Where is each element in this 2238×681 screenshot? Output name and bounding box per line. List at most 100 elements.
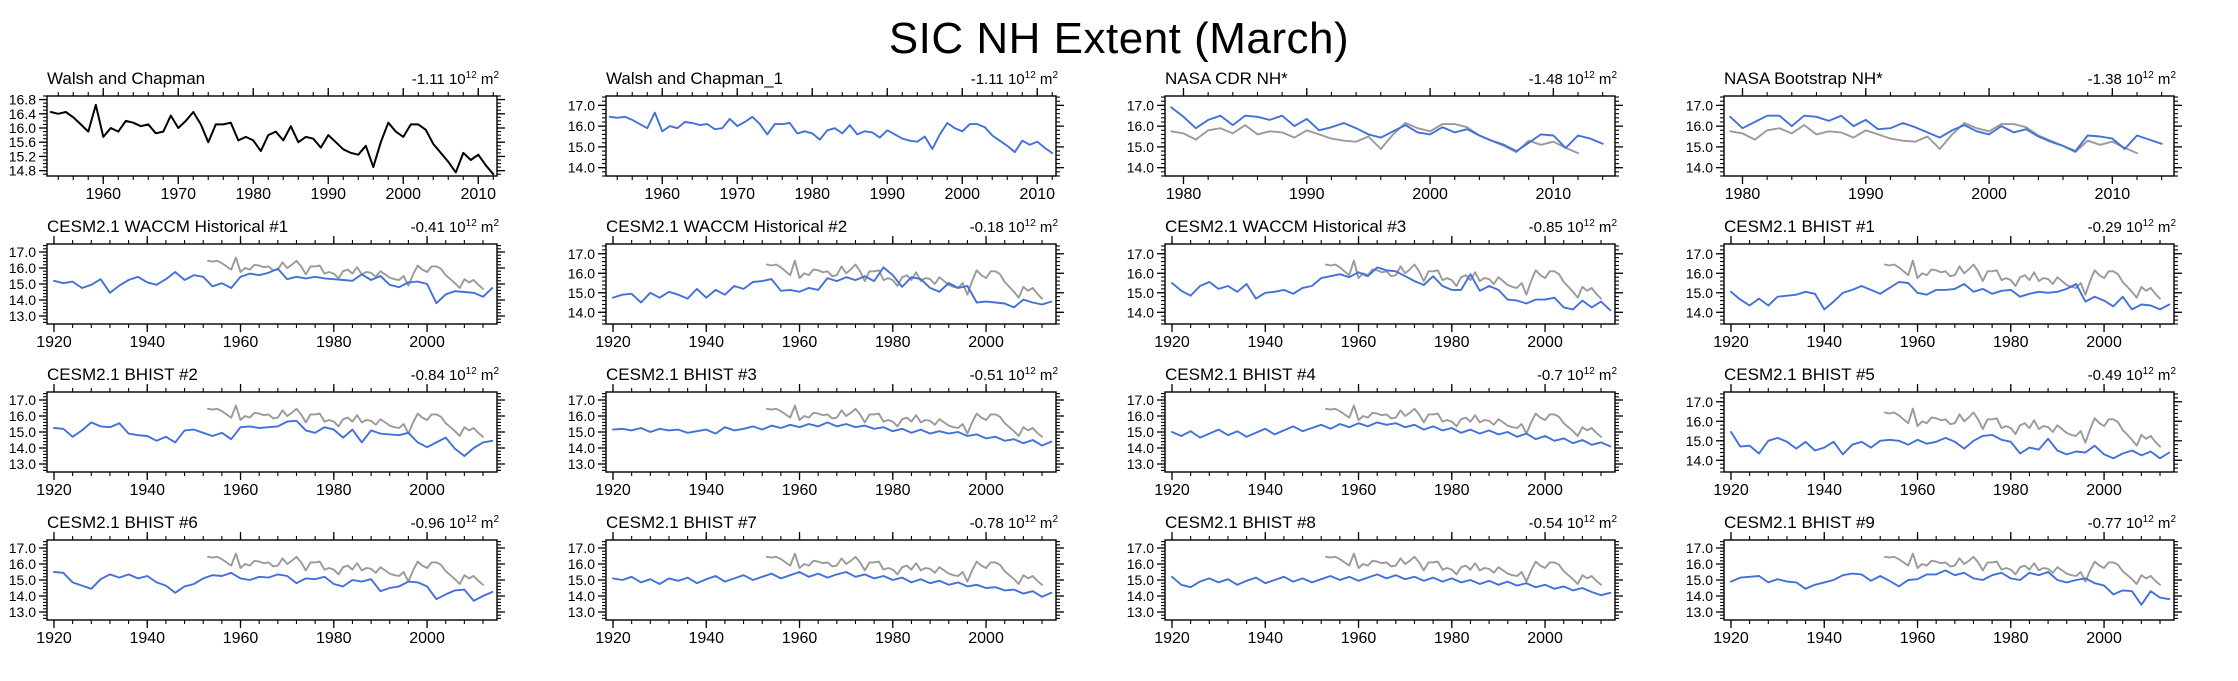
x-tick-label: 2000 (409, 630, 445, 647)
trend-annotation: -0.49 1012 m2 (2087, 366, 2176, 384)
series-line (612, 421, 1053, 447)
y-tick-label: 17.0 (568, 392, 595, 408)
chart-title: CESM2.1 BHIST #3 (606, 365, 757, 384)
chart-panel: CESM2.1 BHIST #7 -0.78 1012 m2 1920 1940 196… (559, 510, 1118, 658)
series-line (1730, 569, 2171, 606)
chart-title: CESM2.1 BHIST #4 (1165, 365, 1316, 384)
y-tick-label: 17.0 (1686, 246, 1713, 262)
x-tick-label: 2000 (1412, 186, 1448, 203)
series-line (612, 571, 1053, 598)
series-line (53, 571, 494, 602)
x-tick-label: 2000 (2086, 630, 2122, 647)
y-tick-label: 15.0 (568, 139, 595, 155)
y-tick-label: 17.0 (9, 244, 36, 260)
series-line (1170, 106, 1604, 153)
y-tick-label: 14.0 (568, 304, 595, 320)
y-tick-label: 13.0 (9, 308, 36, 324)
y-tick-label: 13.0 (9, 604, 36, 620)
x-tick-label: 1980 (1434, 482, 1470, 499)
y-tick-label: 14.0 (1127, 440, 1154, 456)
trend-annotation: -0.96 1012 m2 (410, 514, 499, 532)
series-line (53, 419, 494, 457)
y-tick-label: 17.0 (568, 97, 595, 113)
y-tick-label: 15.0 (1686, 285, 1713, 301)
obs-overlay-line (206, 256, 484, 290)
x-tick-label: 1980 (1725, 186, 1761, 203)
y-tick-label: 14.8 (9, 163, 36, 179)
x-tick-label: 2000 (968, 334, 1004, 351)
chart-canvas: 1960 1970 1980 1990 2000 2010 14.815.215.616.0… (9, 88, 505, 203)
x-tick-label: 2000 (409, 482, 445, 499)
x-tick-label: 1980 (875, 630, 911, 647)
y-tick-label: 14.0 (1127, 160, 1154, 176)
chart-panel: CESM2.1 BHIST #8 -0.54 1012 m2 1920 1940 196… (1118, 510, 1677, 658)
chart-canvas: 1920 1940 1960 1980 2000 14.0 15.0 16.0 17.0 (1127, 236, 1623, 351)
y-tick-label: 16.0 (568, 265, 595, 281)
chart-canvas: 1920 1940 1960 1980 2000 13.014.015.016.017.0 (568, 532, 1064, 647)
chart-canvas: 1920 1940 1960 1980 2000 14.0 15.0 16.0 17.0 (1686, 236, 2182, 351)
x-tick-label: 1960 (782, 630, 818, 647)
x-tick-label: 2010 (2095, 186, 2131, 203)
y-tick-label: 14.0 (9, 588, 36, 604)
y-tick-label: 14.0 (1686, 588, 1713, 604)
x-tick-label: 1920 (1713, 482, 1749, 499)
chart-canvas: 1920 1940 1960 1980 2000 14.0 15.0 16.0 17.0 (568, 236, 1064, 351)
y-tick-label: 15.0 (1127, 139, 1154, 155)
y-tick-label: 14.0 (1686, 304, 1713, 320)
x-tick-label: 1960 (223, 630, 259, 647)
series-line (53, 267, 494, 305)
obs-overlay-line (1324, 552, 1602, 586)
x-tick-label: 2000 (1527, 630, 1563, 647)
obs-overlay-line (1324, 404, 1602, 438)
x-tick-label: 1960 (1900, 482, 1936, 499)
x-tick-label: 1980 (1166, 186, 1202, 203)
x-tick-label: 1920 (36, 630, 72, 647)
x-tick-label: 1940 (1247, 630, 1283, 647)
x-tick-label: 1920 (595, 482, 631, 499)
obs-overlay-line (1729, 122, 2138, 155)
y-tick-label: 16.0 (1686, 556, 1713, 572)
x-tick-label: 1940 (688, 334, 724, 351)
chart-panel: Walsh and Chapman -1.11 1012 m2 1960 1970 19… (0, 66, 559, 214)
chart-panel: Walsh and Chapman_1 -1.11 1012 m2 1960 1970… (559, 66, 1118, 214)
trend-annotation: -0.7 1012 m2 (1536, 366, 1617, 384)
chart-panel: CESM2.1 WACCM Historical #2 -0.18 1012 m2… (559, 214, 1118, 362)
y-tick-label: 16.0 (568, 408, 595, 424)
y-tick-label: 14.0 (568, 588, 595, 604)
x-tick-label: 1960 (1900, 630, 1936, 647)
y-tick-label: 16.0 (568, 556, 595, 572)
x-tick-label: 1980 (316, 630, 352, 647)
y-tick-label: 14.0 (568, 440, 595, 456)
x-tick-label: 1980 (1993, 482, 2029, 499)
series-line (612, 266, 1053, 309)
y-tick-label: 16.0 (1127, 265, 1154, 281)
x-tick-label: 2000 (1527, 482, 1563, 499)
y-tick-label: 16.0 (9, 260, 36, 276)
series-line (1730, 281, 2171, 311)
y-tick-label: 16.8 (9, 92, 36, 108)
y-tick-label: 16.0 (1686, 118, 1713, 134)
chart-panel: CESM2.1 BHIST #1 -0.29 1012 m2 1920 1940 196… (1677, 214, 2236, 362)
y-tick-label: 14.0 (1127, 588, 1154, 604)
obs-overlay-line (1883, 259, 2161, 300)
trend-annotation: -0.54 1012 m2 (1528, 514, 1617, 532)
chart-header: CESM2.1 BHIST #3 -0.51 1012 m2 (606, 362, 1058, 384)
y-tick-label: 16.4 (9, 106, 36, 122)
y-tick-label: 14.0 (1686, 160, 1713, 176)
chart-panel: CESM2.1 BHIST #6 -0.96 1012 m2 1920 1940 196… (0, 510, 559, 658)
y-tick-label: 17.0 (9, 540, 36, 556)
series-line (49, 103, 495, 176)
x-tick-label: 1920 (1154, 630, 1190, 647)
y-tick-label: 15.0 (568, 572, 595, 588)
y-tick-label: 16.0 (9, 408, 36, 424)
x-tick-label: 2000 (385, 186, 421, 203)
chart-title: NASA Bootstrap NH* (1724, 69, 1883, 88)
trend-annotation: -0.18 1012 m2 (969, 218, 1058, 236)
y-tick-label: 15.0 (568, 285, 595, 301)
y-tick-label: 17.0 (1127, 540, 1154, 556)
chart-panel: CESM2.1 BHIST #3 -0.51 1012 m2 1920 1940 196… (559, 362, 1118, 510)
chart-title: CESM2.1 BHIST #9 (1724, 513, 1875, 532)
x-tick-label: 1940 (1806, 482, 1842, 499)
y-tick-label: 17.0 (1127, 246, 1154, 262)
series-line (1171, 573, 1612, 597)
